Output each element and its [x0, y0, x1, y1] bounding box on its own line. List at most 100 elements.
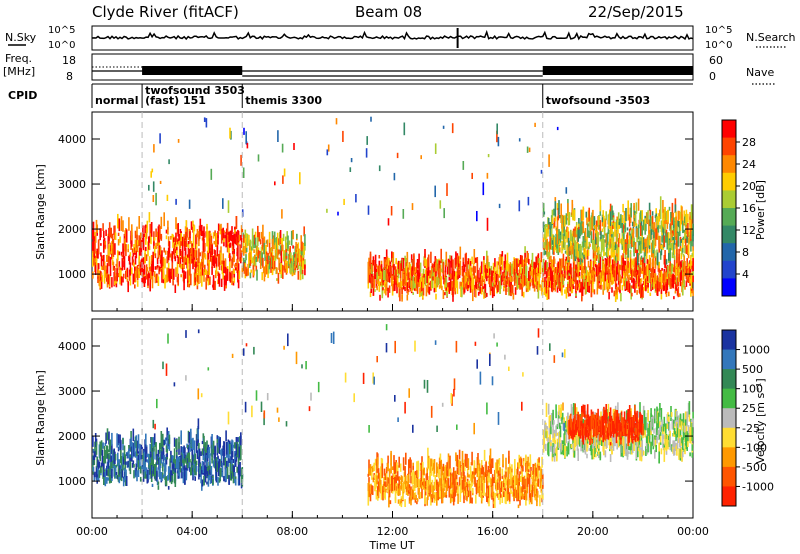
- freq-label: Freq.: [5, 52, 32, 65]
- power-cell: [673, 267, 675, 273]
- power-cell: [545, 228, 548, 238]
- power-cell: [214, 254, 216, 262]
- velocity-cell: [165, 476, 168, 487]
- power-cell: [127, 281, 129, 293]
- power-cell: [548, 261, 551, 272]
- power-cell: [145, 233, 147, 245]
- velocity-cell: [157, 485, 160, 490]
- nave-tick-bottom: 0: [709, 70, 716, 83]
- power-cell: [388, 272, 391, 275]
- power-sparse-cell: [343, 198, 345, 205]
- power-cell: [299, 274, 302, 280]
- velocity-cell: [195, 440, 198, 453]
- velocity-cell: [375, 489, 378, 500]
- velocity-cell: [529, 454, 532, 465]
- power-cell: [195, 233, 198, 245]
- velocity-cell: [232, 459, 235, 463]
- power-cell: [669, 261, 671, 272]
- power-cell: [626, 227, 629, 231]
- power-cell: [640, 218, 643, 226]
- power-cell: [112, 261, 115, 271]
- power-cell: [424, 275, 427, 286]
- power-cell: [138, 216, 140, 229]
- power-cell: [661, 285, 663, 290]
- power-cell: [504, 254, 507, 268]
- power-cell: [204, 264, 206, 272]
- power-cell: [238, 234, 241, 242]
- power-cell: [511, 263, 513, 276]
- power-sparse-cell: [378, 165, 381, 172]
- power-cell: [560, 203, 562, 218]
- velocity-cell: [156, 470, 158, 482]
- power-cell: [617, 220, 619, 233]
- power-cell: [634, 213, 637, 226]
- power-cell: [204, 254, 207, 260]
- power-cell: [578, 244, 580, 252]
- velocity-cell: [105, 432, 107, 444]
- velocity-cell: [133, 464, 135, 468]
- velocity-cell: [530, 484, 532, 493]
- velocity-cell: [107, 465, 110, 477]
- power-cell: [686, 258, 688, 272]
- power-cell: [549, 222, 551, 237]
- velocity-cell: [127, 460, 129, 468]
- power-cell: [639, 215, 641, 229]
- power-cell: [494, 258, 496, 268]
- power-cell: [590, 280, 593, 287]
- velocity-cell: [511, 491, 514, 497]
- velocity-cell: [118, 442, 121, 450]
- power-cell: [555, 233, 557, 246]
- power-cell: [427, 266, 430, 279]
- power-cell: [251, 228, 254, 244]
- power-cell: [600, 273, 602, 285]
- power-cell: [527, 253, 529, 263]
- power-sparse-cell: [442, 125, 445, 129]
- power-sparse-cell: [518, 200, 521, 212]
- velocity-cell: [368, 471, 371, 476]
- power-cell: [659, 209, 662, 220]
- velocity-cell: [385, 488, 387, 493]
- power-cell: [594, 239, 596, 252]
- power-cell: [142, 225, 144, 240]
- velocity-cell: [456, 468, 459, 475]
- power-cell: [201, 271, 203, 287]
- power-sparse-cell: [540, 169, 543, 174]
- power-cell: [539, 284, 541, 288]
- power-cell: [161, 250, 163, 260]
- velocity-cell: [419, 491, 422, 499]
- power-cell: [409, 264, 411, 278]
- power-cell: [631, 292, 633, 297]
- velocity-cell: [382, 487, 384, 495]
- power-cell: [584, 254, 586, 270]
- velocity-cell: [478, 489, 481, 497]
- power-cell: [100, 243, 102, 246]
- velocity-cell: [504, 488, 507, 492]
- power-cell: [244, 229, 247, 243]
- power-cell: [377, 274, 380, 279]
- power-cell: [273, 258, 276, 268]
- power-cell: [369, 253, 372, 270]
- power-cell: [626, 232, 629, 245]
- power-cell: [546, 293, 548, 300]
- power-cell: [675, 282, 677, 291]
- velocity-cell: [173, 448, 176, 463]
- power-cell: [472, 289, 474, 294]
- power-cell: [248, 234, 250, 246]
- power-sparse-cell: [471, 172, 473, 179]
- velocity-cell: [460, 475, 462, 486]
- velocity-cell: [241, 473, 244, 482]
- power-cell: [199, 264, 202, 277]
- power-cell: [571, 199, 574, 210]
- power-cell: [299, 250, 302, 255]
- power-cell: [609, 274, 611, 290]
- power-sparse-cell: [159, 180, 162, 184]
- power-cell: [290, 263, 292, 275]
- power-cell: [495, 277, 498, 289]
- power-cell: [214, 280, 216, 290]
- power-cell: [680, 252, 683, 260]
- velocity-cell: [184, 447, 186, 459]
- power-cell: [131, 234, 133, 247]
- velocity-cell: [120, 441, 122, 456]
- power-cell: [656, 252, 659, 266]
